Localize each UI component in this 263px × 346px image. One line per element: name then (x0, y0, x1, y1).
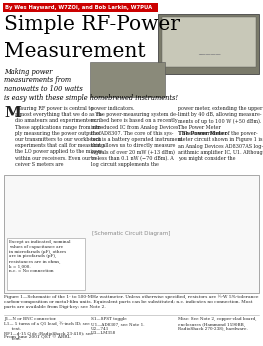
Text: is easy with these simple homebrewed instruments!: is easy with these simple homebrewed ins… (4, 93, 178, 101)
FancyBboxPatch shape (158, 14, 259, 74)
Text: nanowatts to 100 watts: nanowatts to 100 watts (4, 85, 83, 93)
FancyBboxPatch shape (162, 17, 256, 67)
Text: J1—N or BNC connector.
L1— 5 turns of a Q1 lead, ¾-inch ID; see
      text.
RF1—: J1—N or BNC connector. L1— 5 turns of a … (4, 317, 93, 340)
FancyBboxPatch shape (3, 3, 158, 12)
Text: From June 2001 QST © ARRL: From June 2001 QST © ARRL (4, 334, 70, 339)
Text: S1—SPST toggle
U1—AD8307, see Note 1.
U2—741
U3—LM358: S1—SPST toggle U1—AD8307, see Note 1. U2… (91, 317, 144, 335)
FancyBboxPatch shape (7, 238, 85, 290)
Text: power indicators.
   The power-measuring system de-
scribed here is based on a r: power indicators. The power-measuring sy… (91, 106, 183, 167)
FancyBboxPatch shape (90, 62, 165, 97)
Text: power meter, extending the upper
limit by 40 dB, allowing measure-
ments of up t: power meter, extending the upper limit b… (178, 106, 263, 161)
Text: Except as indicated, nominal
values of capacitance are
in microfarads (μF), othe: Except as indicated, nominal values of c… (9, 240, 70, 273)
Text: Measurement: Measurement (4, 42, 146, 61)
Text: ━━━━━━━━━: ━━━━━━━━━ (198, 53, 220, 57)
Text: Misc: See Note 2, copper-clad board,
enclosures (Hammond 1590BB,
RadioShack 270-: Misc: See Note 2, copper-clad board, enc… (178, 317, 256, 330)
Text: Making power: Making power (4, 68, 52, 76)
Text: By Wes Hayward, W7ZOI, and Bob Larkin, W7PUA: By Wes Hayward, W7ZOI, and Bob Larkin, W… (5, 5, 152, 10)
Text: [Schematic Circuit Diagram]: [Schematic Circuit Diagram] (92, 231, 170, 237)
FancyBboxPatch shape (4, 175, 259, 293)
Text: easuring RF power is central to
almost everything that we do as ra-
dio amateurs: easuring RF power is central to almost e… (15, 106, 104, 167)
Text: The Power Meter: The Power Meter (178, 131, 227, 136)
Text: Figure 1—Schematic of the 1- to 500-MHz wattmeter. Unless otherwise specified, r: Figure 1—Schematic of the 1- to 500-MHz … (4, 295, 259, 309)
Text: Simple RF-Power: Simple RF-Power (4, 15, 180, 34)
Text: M: M (4, 106, 21, 120)
Text: measurements from: measurements from (4, 76, 71, 84)
